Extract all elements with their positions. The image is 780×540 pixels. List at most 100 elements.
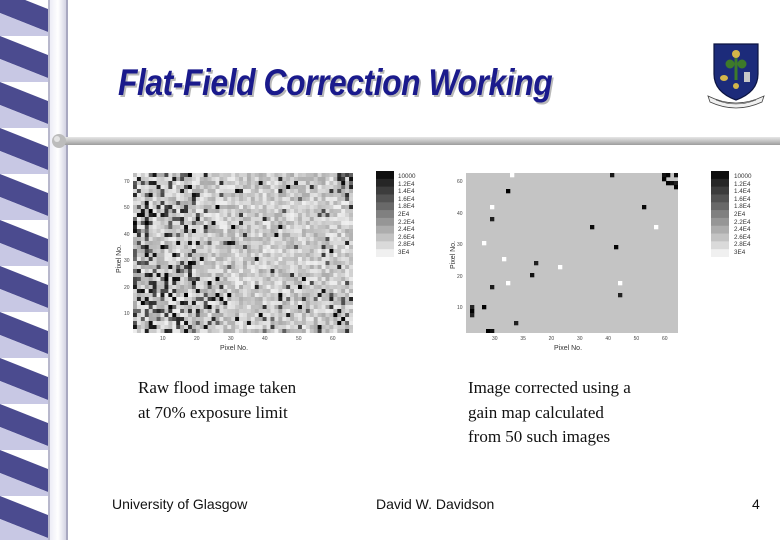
pixel-cell: [239, 189, 244, 194]
pixel-cell: [235, 305, 240, 310]
pixel-cell: [133, 285, 138, 290]
pixel-cell: [140, 245, 146, 250]
pixel-cell: [188, 313, 193, 318]
pixel-cell: [321, 305, 326, 310]
pixel-cell: [203, 173, 208, 178]
pixel-cell: [321, 285, 326, 290]
pixel-cell: [207, 317, 212, 322]
pixel-cell: [164, 273, 169, 278]
pixel-cell: [266, 213, 271, 218]
colorbar-swatch: [376, 241, 394, 250]
pixel-cell: [286, 201, 291, 206]
colorbar-label: 1.2E4: [734, 180, 751, 188]
pixel-cell: [203, 213, 208, 218]
y-tick-label: 10: [124, 311, 130, 317]
pixel-cell: [286, 221, 291, 226]
pixel-cell: [534, 261, 539, 266]
pixel-cell: [321, 245, 326, 250]
pixel-cell: [199, 265, 205, 270]
pixel-cell: [180, 301, 185, 306]
pixel-cell: [305, 281, 311, 286]
pixel-cell: [160, 261, 165, 266]
pixel-cell: [203, 273, 208, 278]
pixel-cell: [144, 221, 150, 226]
pixel-cell: [152, 233, 157, 238]
pixel-cell: [152, 273, 157, 278]
pixel-cell: [317, 173, 322, 178]
pixel-cell: [313, 305, 318, 310]
pixel-cell: [156, 221, 161, 226]
colorbar-swatch: [376, 202, 394, 211]
pixel-cell: [140, 197, 146, 202]
pixel-cell: [207, 193, 212, 198]
pixel-cell: [282, 245, 287, 250]
pixel-cell: [270, 293, 275, 298]
pixel-cell: [148, 253, 153, 258]
pixel-cell: [250, 265, 256, 270]
pixel-cell: [168, 309, 173, 314]
pixel-cell: [215, 317, 220, 322]
pixel-cell: [243, 289, 248, 294]
pixel-cell: [136, 253, 142, 258]
pixel-cell: [188, 261, 193, 266]
pixel-cell: [313, 221, 318, 226]
pixel-cell: [195, 277, 201, 282]
pixel-cell: [172, 313, 177, 318]
pixel-cell: [195, 217, 201, 222]
pixel-cell: [349, 301, 353, 306]
pixel-cell: [152, 301, 157, 306]
pixel-cell: [262, 177, 267, 182]
pixel-cell: [301, 181, 307, 186]
pixel-cell: [270, 185, 275, 190]
pixel-cell: [313, 249, 318, 254]
pixel-cell: [243, 309, 248, 314]
pixel-cell: [191, 229, 197, 234]
pixel-cell: [156, 181, 161, 186]
pixel-cell: [239, 269, 244, 274]
pixel-cell: [235, 281, 240, 286]
pixel-cell: [333, 325, 338, 330]
pixel-cell: [207, 197, 212, 202]
pixel-cell: [144, 265, 150, 270]
pixel-cell: [266, 285, 271, 290]
pixel-cell: [164, 329, 169, 333]
pixel-cell: [133, 221, 138, 226]
pixel-cell: [144, 225, 150, 230]
pixel-cell: [172, 217, 177, 222]
pixel-cell: [286, 313, 291, 318]
pixel-cell: [184, 213, 189, 218]
pixel-cell: [329, 261, 334, 266]
pixel-cell: [325, 329, 330, 333]
pixel-cell: [313, 261, 318, 266]
pixel-cell: [168, 177, 173, 182]
pixel-cell: [164, 221, 169, 226]
pixel-cell: [140, 253, 146, 258]
pixel-cell: [148, 217, 153, 222]
pixel-cell: [140, 209, 146, 214]
pixel-cell: [231, 321, 236, 326]
pixel-cell: [184, 201, 189, 206]
pixel-cell: [235, 313, 240, 318]
pixel-cell: [341, 193, 346, 198]
pixel-cell: [282, 221, 287, 226]
pixel-cell: [207, 257, 212, 262]
pixel-cell: [301, 205, 307, 210]
pixel-cell: [168, 301, 173, 306]
pixel-cell: [164, 265, 169, 270]
pixel-cell: [286, 269, 291, 274]
pixel-cell: [333, 313, 338, 318]
pixel-cell: [172, 189, 177, 194]
pixel-cell: [203, 269, 208, 274]
pixel-cell: [262, 277, 267, 282]
pixel-cell: [262, 305, 267, 310]
pixel-cell: [191, 217, 197, 222]
pixel-cell: [349, 181, 353, 186]
pixel-cell: [329, 245, 334, 250]
x-tick-label: 40: [262, 336, 268, 342]
pixel-cell: [278, 189, 283, 194]
pixel-cell: [258, 257, 263, 262]
pixel-cell: [243, 305, 248, 310]
pixel-cell: [180, 193, 185, 198]
pixel-cell: [266, 177, 271, 182]
pixel-cell: [313, 217, 318, 222]
